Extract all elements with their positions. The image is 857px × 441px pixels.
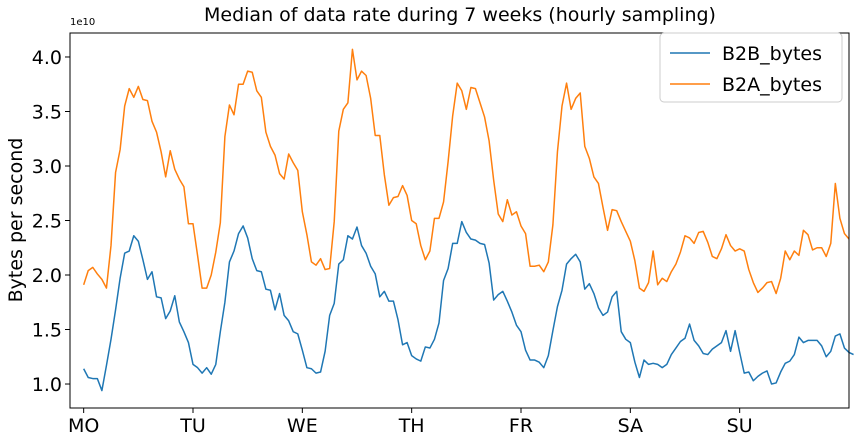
x-tick-label: TU [179,415,206,437]
y-tick-label: 2.0 [32,265,62,287]
y-tick-label: 2.5 [32,211,62,233]
x-tick-label: SA [618,415,643,437]
y-axis-offset-label: 1e10 [70,17,95,28]
y-tick-label: 3.0 [32,156,62,178]
series-layer [82,48,854,392]
x-tick-label: FR [509,415,533,437]
series-line-b2b-bytes [83,220,854,392]
x-tick-label: SU [727,415,753,437]
y-axis: 1.0 1.5 2.0 2.5 3.0 3.5 4.0 [32,47,70,396]
legend: B2B_bytes B2A_bytes [659,32,843,103]
y-axis-label: Bytes per second [5,138,27,303]
y-tick-label: 3.5 [32,101,62,123]
series-line-b2a-bytes [82,48,850,295]
legend-label-b2a: B2A_bytes [722,74,822,96]
y-tick-label: 1.5 [32,320,62,342]
y-tick-label: 4.0 [32,47,62,69]
x-tick-label: WE [287,415,318,437]
y-tick-label: 1.0 [32,374,62,396]
chart-title: Median of data rate during 7 weeks (hour… [204,4,716,26]
x-tick-label: MO [68,415,99,437]
plot-frame [69,32,850,409]
x-axis: MO TU WE TH FR SA SU [68,408,753,437]
x-tick-label: TH [398,415,425,437]
legend-label-b2b: B2B_bytes [722,43,822,65]
